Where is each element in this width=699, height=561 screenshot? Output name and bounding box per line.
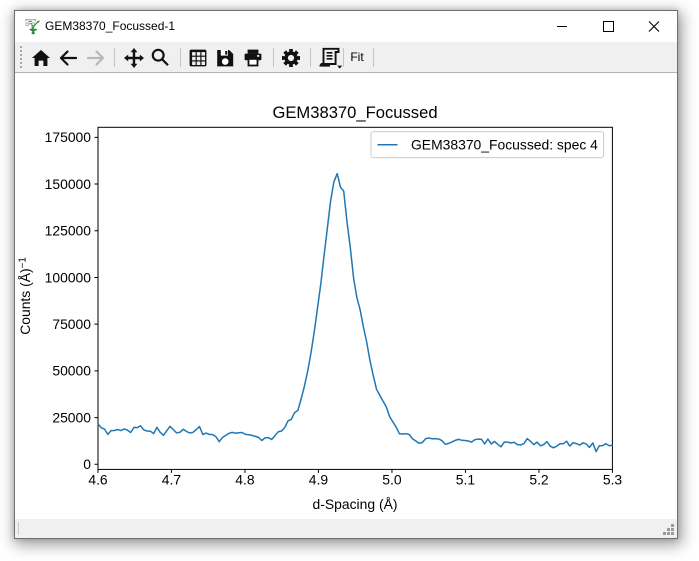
svg-text:0: 0 [83, 456, 91, 472]
svg-text:25000: 25000 [52, 409, 91, 425]
svg-text:d-Spacing (Å): d-Spacing (Å) [313, 496, 398, 512]
svg-text:GEM38370_Focussed: spec 4: GEM38370_Focussed: spec 4 [411, 136, 598, 152]
svg-text:5.0: 5.0 [382, 472, 402, 488]
svg-text:Counts (Å)−1: Counts (Å)−1 [17, 257, 33, 335]
svg-text:100000: 100000 [45, 269, 92, 285]
svg-text:5.2: 5.2 [529, 472, 549, 488]
svg-text:GEM38370_Focussed: GEM38370_Focussed [272, 103, 437, 122]
svg-text:150000: 150000 [45, 176, 92, 192]
svg-text:5.3: 5.3 [603, 472, 623, 488]
svg-text:4.7: 4.7 [162, 472, 182, 488]
svg-text:4.8: 4.8 [235, 472, 255, 488]
svg-text:4.6: 4.6 [88, 472, 108, 488]
svg-text:175000: 175000 [45, 129, 92, 145]
svg-text:4.9: 4.9 [309, 472, 329, 488]
svg-text:125000: 125000 [45, 223, 92, 239]
svg-text:50000: 50000 [52, 363, 91, 379]
svg-text:5.1: 5.1 [456, 472, 476, 488]
svg-text:75000: 75000 [52, 316, 91, 332]
